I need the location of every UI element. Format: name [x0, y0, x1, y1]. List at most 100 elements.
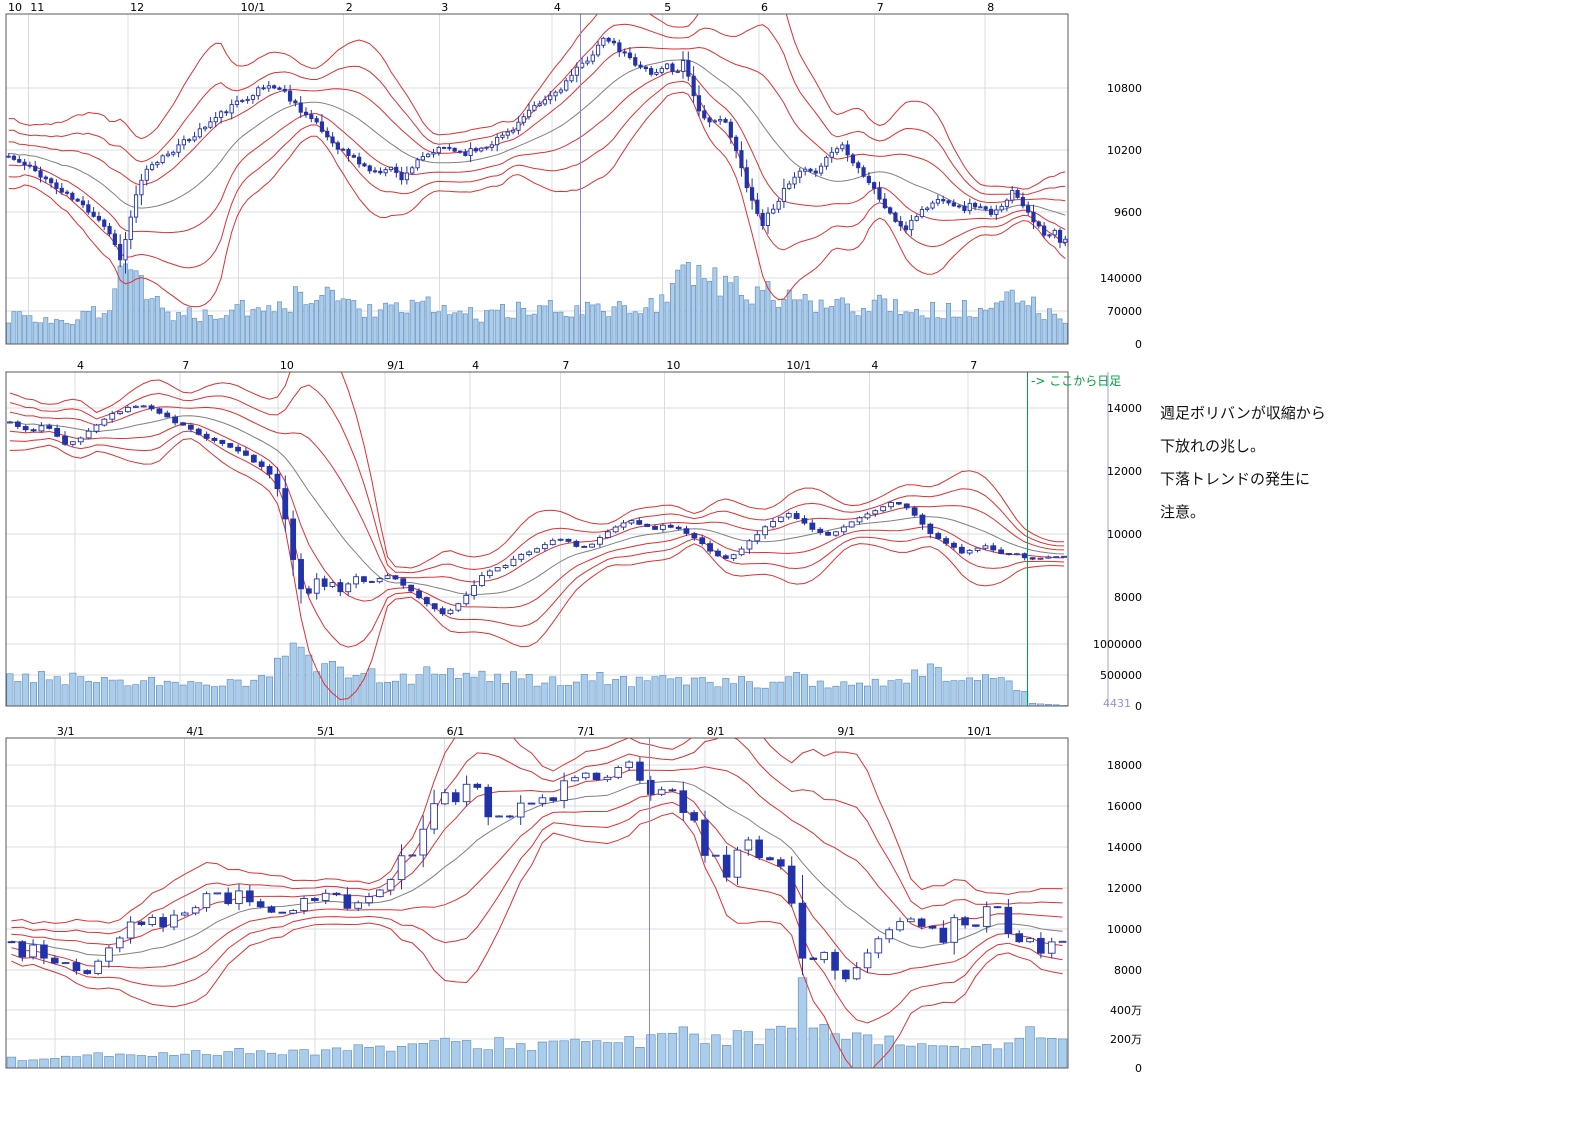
candle-up [376, 889, 384, 898]
candle-down [7, 941, 16, 944]
volume-bar [898, 313, 904, 344]
volume-bar [250, 309, 256, 344]
volume-bar [701, 278, 707, 344]
candle-up [133, 194, 139, 218]
volume-bar [834, 299, 840, 344]
volume-bar [930, 301, 935, 344]
volume-bar [588, 680, 596, 706]
candle-up [711, 854, 720, 857]
candle-up [471, 585, 477, 596]
candle-down [686, 60, 691, 77]
candle-down [506, 815, 514, 818]
candle-down [611, 40, 617, 44]
candle-down [256, 901, 265, 908]
candle-up [505, 131, 510, 136]
note-line-3: 下落トレンドの発生に [1160, 470, 1311, 488]
volume-bar [202, 309, 208, 344]
volume-bar [1004, 291, 1010, 344]
candle-down [367, 165, 372, 172]
volume-bar [558, 311, 564, 344]
candle-down [394, 166, 399, 173]
volume-bar [761, 687, 769, 706]
volume-bar [1025, 1026, 1035, 1068]
candle-down [643, 66, 648, 70]
candle-down [668, 789, 677, 792]
volume-bar [116, 679, 124, 706]
candle-down [866, 175, 871, 184]
x-axis-label: 12 [130, 1, 144, 14]
volume-bar [908, 312, 914, 344]
candle-down [224, 111, 229, 114]
candle-down [845, 144, 850, 156]
bollinger-band-line [9, 430, 1065, 648]
volume-bar [282, 308, 288, 344]
candle-up [982, 906, 991, 927]
volume-bar [486, 681, 494, 706]
volume-bar [581, 1041, 591, 1068]
volume-bar [602, 1042, 613, 1068]
volume-bar [218, 318, 224, 344]
volume-bar [808, 1027, 818, 1068]
candle-up [797, 170, 802, 178]
volume-axis-label: 0 [1135, 1062, 1142, 1075]
volume-bar [69, 672, 77, 706]
volume-axis-label: 500000 [1100, 669, 1142, 682]
candle-up [824, 156, 829, 167]
candle-down [861, 167, 866, 177]
volume-bar [600, 310, 606, 344]
volume-bar [879, 685, 887, 706]
x-axis-label: 8 [987, 1, 994, 14]
candle-down [40, 944, 48, 959]
volume-bar [918, 676, 926, 706]
volume-bar [1020, 300, 1026, 344]
volume-bar [808, 685, 816, 706]
volume-bar [627, 312, 633, 344]
volume-bar [823, 307, 829, 344]
candle-up [7, 421, 13, 424]
candle-down [715, 550, 721, 557]
volume-bar [132, 684, 140, 706]
volume-bar [850, 311, 856, 344]
candle-down [408, 584, 415, 592]
candle-up [500, 134, 505, 138]
candle-up [115, 937, 124, 949]
candle-up [518, 553, 525, 560]
volume-bar [785, 676, 793, 706]
volume-bar [786, 1027, 797, 1068]
candle-down [927, 523, 934, 534]
candle-down [148, 405, 155, 410]
volume-bar [457, 310, 463, 344]
candle-down [1036, 221, 1041, 227]
candle-down [107, 225, 112, 235]
candle-up [907, 918, 915, 923]
x-axis-label: 7 [182, 359, 189, 372]
volume-bar [420, 300, 426, 344]
volume-bar [892, 299, 898, 344]
volume-bar [452, 312, 458, 344]
candle-up [495, 815, 503, 818]
candle-up [730, 554, 737, 559]
candle-down [49, 178, 54, 184]
candle-down [939, 927, 948, 943]
candle-up [511, 129, 516, 133]
volume-bar [819, 1024, 829, 1068]
candle-down [675, 526, 682, 530]
candle-down [988, 208, 994, 215]
candle-up [510, 558, 517, 566]
candle-down [766, 857, 774, 861]
candle-down [473, 148, 479, 152]
candle-down [293, 100, 298, 104]
candle-up [479, 147, 484, 152]
volume-bar [667, 678, 675, 706]
volume-bar [266, 305, 272, 344]
volume-bar [754, 286, 760, 344]
candle-down [325, 130, 330, 138]
volume-bar [45, 679, 53, 706]
candle-down [187, 139, 192, 142]
candle-down [372, 170, 378, 173]
volume-bar [903, 682, 911, 706]
candle-up [144, 168, 149, 181]
candle-up [128, 216, 133, 240]
candle-down [1029, 557, 1036, 560]
volume-bar [971, 1046, 981, 1068]
